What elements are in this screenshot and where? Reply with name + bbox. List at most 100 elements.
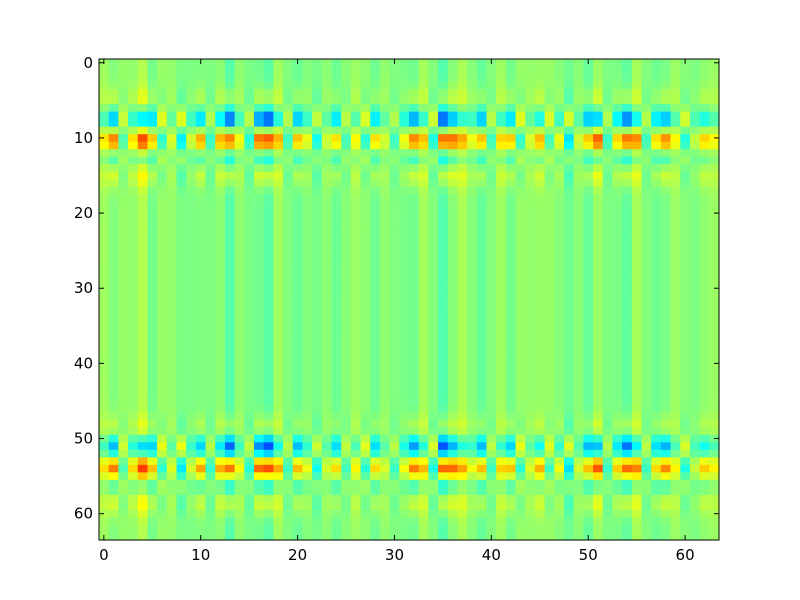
heatmap-cell xyxy=(263,314,274,323)
heatmap-cell xyxy=(583,307,594,316)
heatmap-cell xyxy=(641,434,652,443)
heatmap-cell xyxy=(622,96,633,105)
heatmap-cell xyxy=(137,291,149,301)
heatmap-cell xyxy=(128,374,139,383)
heatmap-cell xyxy=(680,487,691,496)
heatmap-cell xyxy=(128,89,139,98)
heatmap-cell xyxy=(321,291,333,301)
heatmap-cell xyxy=(370,464,381,473)
heatmap-cell xyxy=(709,111,720,120)
heatmap-cell xyxy=(515,59,526,68)
heatmap-cell xyxy=(195,419,207,428)
heatmap-cell xyxy=(515,111,526,120)
heatmap-cell xyxy=(409,517,420,526)
heatmap-cell xyxy=(379,502,391,511)
heatmap-cell xyxy=(312,404,323,413)
heatmap-cell xyxy=(438,246,449,256)
heatmap-cell xyxy=(128,246,139,256)
heatmap-cell xyxy=(186,517,197,526)
heatmap-cell xyxy=(157,149,168,158)
heatmap-cell xyxy=(496,322,507,331)
heatmap-cell xyxy=(224,427,236,436)
heatmap-cell xyxy=(341,329,352,338)
heatmap-cell xyxy=(583,322,594,331)
heatmap-cell xyxy=(602,216,614,225)
heatmap-cell xyxy=(370,427,381,436)
heatmap-cell xyxy=(292,261,304,271)
heatmap-cell xyxy=(428,374,439,383)
heatmap-cell xyxy=(370,96,381,105)
heatmap-cell xyxy=(205,231,216,240)
heatmap-cell xyxy=(564,509,575,519)
heatmap-cell xyxy=(234,449,245,458)
heatmap-cell xyxy=(680,367,691,376)
heatmap-cell xyxy=(224,374,236,383)
heatmap-cell xyxy=(709,457,720,466)
heatmap-cell xyxy=(99,231,110,240)
heatmap-cell xyxy=(631,59,643,68)
heatmap-cell xyxy=(370,397,381,406)
heatmap-cell xyxy=(215,111,226,120)
heatmap-cell xyxy=(418,352,429,361)
heatmap-cell xyxy=(234,307,245,316)
heatmap-cell xyxy=(263,254,274,263)
heatmap-cell xyxy=(496,209,507,218)
heatmap-cell xyxy=(205,104,216,113)
heatmap-cell xyxy=(379,179,391,188)
heatmap-cell xyxy=(544,419,555,428)
heatmap-cell xyxy=(118,509,129,519)
heatmap-cell xyxy=(602,164,614,173)
heatmap-cell xyxy=(457,81,468,90)
heatmap-cell xyxy=(350,186,362,195)
heatmap-cell xyxy=(147,74,158,83)
heatmap-cell xyxy=(350,66,362,75)
heatmap-cell xyxy=(360,524,371,534)
heatmap-cell xyxy=(166,517,178,526)
heatmap-cell xyxy=(602,299,614,308)
heatmap-cell xyxy=(602,532,614,541)
heatmap-cell xyxy=(99,269,110,278)
heatmap-cell xyxy=(418,299,429,308)
heatmap-cell xyxy=(583,284,594,293)
heatmap-cell xyxy=(147,141,158,150)
heatmap-cell xyxy=(525,231,536,240)
heatmap-cell xyxy=(244,397,255,406)
heatmap-cell xyxy=(234,359,245,368)
heatmap-cell xyxy=(476,96,488,105)
heatmap-cell xyxy=(360,209,371,218)
heatmap-cell xyxy=(399,171,410,180)
heatmap-cell xyxy=(651,141,662,150)
heatmap-cell xyxy=(602,442,614,451)
heatmap-cell xyxy=(534,322,546,331)
heatmap-cell xyxy=(302,171,313,180)
heatmap-cell xyxy=(564,134,575,143)
heatmap-cell xyxy=(176,412,187,421)
heatmap-cell xyxy=(660,314,672,323)
heatmap-cell xyxy=(699,171,710,180)
heatmap-cell xyxy=(399,186,410,195)
heatmap-cell xyxy=(389,427,400,436)
heatmap-cell xyxy=(302,397,313,406)
heatmap-cell xyxy=(254,291,265,301)
heatmap-cell xyxy=(292,164,304,173)
heatmap-cell xyxy=(631,134,643,143)
heatmap-cell xyxy=(622,524,633,534)
heatmap-cell xyxy=(457,487,468,496)
heatmap-cell xyxy=(186,367,197,376)
heatmap-cell xyxy=(680,164,691,173)
heatmap-cell xyxy=(137,239,149,248)
heatmap-cell xyxy=(651,111,662,120)
heatmap-cell xyxy=(312,374,323,383)
heatmap-cell xyxy=(195,119,207,128)
heatmap-cell xyxy=(496,74,507,83)
heatmap-cell xyxy=(525,397,536,406)
heatmap-cell xyxy=(564,517,575,526)
heatmap-cell xyxy=(379,89,391,98)
heatmap-cell xyxy=(186,66,197,75)
heatmap-cell xyxy=(496,434,507,443)
heatmap-cell xyxy=(283,299,294,308)
heatmap-cell xyxy=(234,149,245,158)
heatmap-cell xyxy=(147,246,158,256)
heatmap-cell xyxy=(709,119,720,128)
heatmap-cell xyxy=(215,89,226,98)
